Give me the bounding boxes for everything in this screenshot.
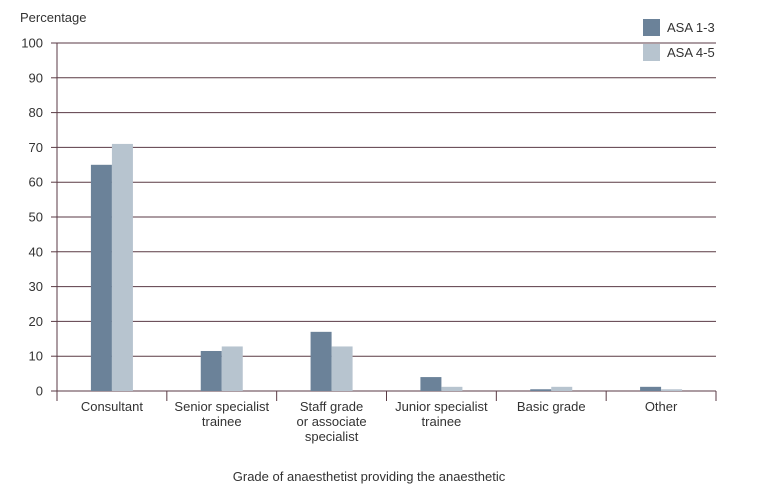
- y-tick-label: 40: [29, 244, 43, 259]
- x-axis-category-labels: Consultant Senior specialist trainee Staff …: [81, 399, 678, 444]
- bar-asa-1-3: [640, 386, 662, 391]
- y-tick-label: 100: [21, 36, 43, 51]
- legend-label: ASA 4-5: [667, 45, 715, 60]
- legend-label: ASA 1-3: [667, 20, 715, 35]
- x-category-label: Basic grade: [517, 399, 586, 414]
- y-tick-label: 0: [36, 384, 43, 399]
- x-category-label: Staff grade or associate specialist: [297, 399, 367, 444]
- bar-asa-1-3: [420, 377, 442, 391]
- bar-asa-1-3: [530, 389, 552, 391]
- legend-swatch: [643, 19, 660, 36]
- y-tick-label: 20: [29, 314, 43, 329]
- bar-asa-4-5: [441, 386, 463, 391]
- y-tick-label: 80: [29, 105, 43, 120]
- x-category-label: Senior specialist trainee: [174, 399, 269, 429]
- x-category-label: Other: [645, 399, 678, 414]
- y-tick-label: 30: [29, 279, 43, 294]
- y-tick-label: 50: [29, 210, 43, 225]
- bars: [90, 143, 683, 391]
- bar-asa-4-5: [111, 143, 133, 391]
- bar-asa-4-5: [551, 386, 573, 391]
- bar-asa-1-3: [90, 164, 112, 391]
- bar-asa-4-5: [331, 346, 353, 391]
- y-tick-label: 60: [29, 175, 43, 190]
- x-axis: [56, 391, 717, 401]
- gridlines: [57, 42, 716, 392]
- bar-asa-1-3: [310, 331, 332, 391]
- y-tick-label: 70: [29, 140, 43, 155]
- bar-asa-1-3: [200, 350, 222, 391]
- bar-asa-4-5: [661, 389, 683, 391]
- x-category-label: Junior specialist trainee: [395, 399, 488, 429]
- y-axis-ticks: 0 10 20 30 40 50 60 70 80 90 100: [21, 36, 58, 399]
- y-tick-label: 90: [29, 70, 43, 85]
- y-tick-label: 10: [29, 349, 43, 364]
- legend: ASA 1-3 ASA 4-5: [643, 19, 715, 61]
- x-axis-title: Grade of anaesthetist providing the anae…: [233, 469, 506, 484]
- x-category-label: Consultant: [81, 399, 144, 414]
- legend-swatch: [643, 44, 660, 61]
- bar-asa-4-5: [221, 346, 243, 391]
- y-axis-title: Percentage: [20, 10, 87, 25]
